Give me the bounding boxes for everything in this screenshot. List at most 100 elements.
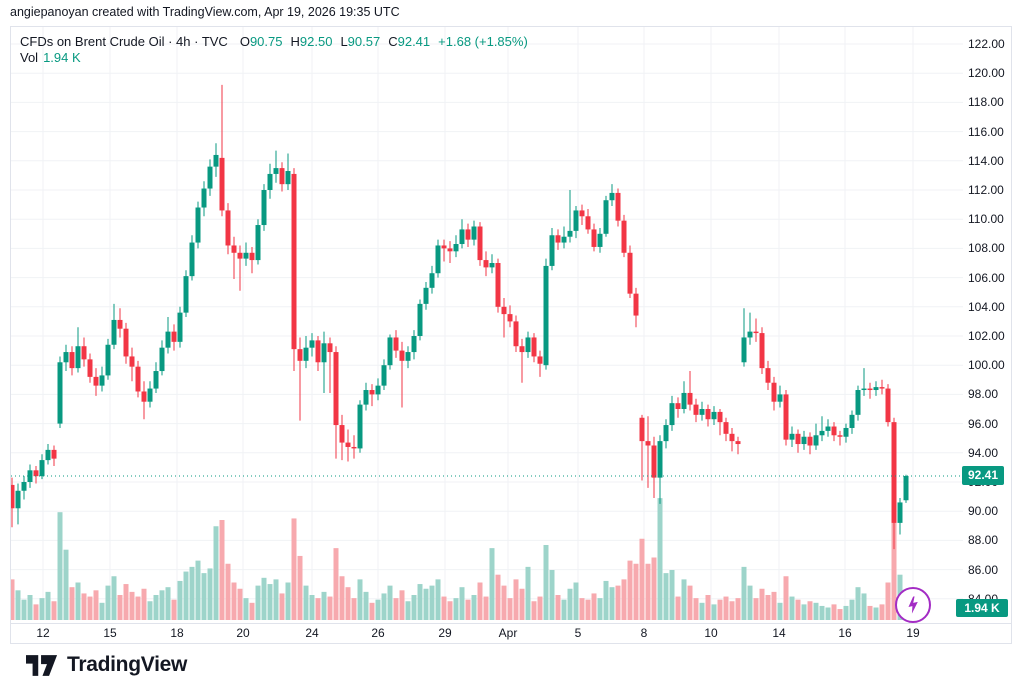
volume-bar <box>75 582 81 620</box>
volume-bar <box>777 602 783 620</box>
candle-body <box>717 411 723 423</box>
volume-bar <box>231 582 237 620</box>
candle-body <box>735 441 741 445</box>
volume-bar <box>711 604 717 620</box>
candle-body <box>471 226 477 240</box>
candle-body <box>309 340 315 348</box>
volume-bar <box>351 598 357 620</box>
current-price-label: 92.41 <box>962 466 1004 485</box>
volume-bar <box>447 601 453 620</box>
volume-bar <box>585 599 591 620</box>
volume-bar <box>495 574 501 620</box>
candle-body <box>861 388 867 391</box>
volume-bar <box>219 520 225 620</box>
volume-bar <box>741 566 747 620</box>
volume-bar <box>393 598 399 620</box>
volume-bar <box>147 601 153 620</box>
candle-body <box>441 245 447 249</box>
candle-body <box>495 263 501 307</box>
candle-body <box>111 319 117 345</box>
volume-bar <box>87 596 93 620</box>
volume-bar <box>243 598 249 620</box>
candle-body <box>219 157 225 211</box>
candle-body <box>171 331 177 342</box>
candle-body <box>333 352 339 426</box>
candle-body <box>555 235 561 243</box>
volume-bar <box>615 585 621 620</box>
candle-body <box>759 333 765 369</box>
volume-bar <box>63 549 69 620</box>
volume-bar <box>525 566 531 620</box>
candle-body <box>531 337 537 357</box>
flash-snapshot-button[interactable] <box>895 587 931 623</box>
volume-bar <box>123 584 129 620</box>
candle-body <box>105 344 111 376</box>
volume-bar <box>345 587 351 620</box>
volume-bar <box>177 580 183 620</box>
volume-bar <box>579 598 585 620</box>
candle-body <box>501 306 507 315</box>
candle-body <box>525 337 531 353</box>
candle-body <box>363 390 369 405</box>
volume-value: 1.94 K <box>43 50 81 65</box>
candle-body <box>129 356 135 367</box>
volume-bar <box>195 560 201 620</box>
volume-bar <box>813 602 819 620</box>
tradingview-logo[interactable]: TradingView <box>26 653 187 677</box>
volume-bar <box>489 548 495 620</box>
candle-body <box>261 190 267 226</box>
candle-body <box>687 392 693 405</box>
candle-body <box>321 343 327 363</box>
candle-body <box>867 388 873 391</box>
candle-body <box>11 484 15 509</box>
volume-bar <box>405 601 411 620</box>
volume-bar <box>819 605 825 620</box>
candle-body <box>231 245 237 253</box>
ohlc-open: O90.75 <box>239 34 283 49</box>
volume-bar <box>465 599 471 620</box>
ohlc-close: C92.41 <box>388 34 431 49</box>
volume-bar <box>699 602 705 620</box>
candle-body <box>573 210 579 231</box>
chart-svg <box>11 27 1011 624</box>
volume-bar <box>153 595 159 620</box>
volume-bar <box>507 598 513 620</box>
volume-bar <box>687 585 693 620</box>
volume-bar <box>477 582 483 620</box>
candle-body <box>57 362 63 424</box>
volume-bar <box>759 588 765 620</box>
volume-bar <box>429 585 435 620</box>
volume-bar <box>207 568 213 620</box>
volume-bar <box>369 602 375 620</box>
volume-bar <box>435 579 441 620</box>
candle-body <box>489 263 495 268</box>
volume-bar <box>705 595 711 620</box>
candle-body <box>447 248 453 252</box>
chart-widget: CFDs on Brent Crude Oil · 4h · TVC O90.7… <box>10 26 1012 644</box>
candle-body <box>225 210 231 246</box>
candle-body <box>165 331 171 348</box>
candle-body <box>879 387 885 389</box>
tradingview-logo-text: TradingView <box>67 653 188 676</box>
candle-body <box>873 387 879 391</box>
candle-body <box>891 422 897 523</box>
volume-bar <box>519 588 525 620</box>
volume-bar <box>141 588 147 620</box>
candle-body <box>297 349 303 361</box>
volume-bar <box>21 599 27 620</box>
candle-body <box>477 226 483 261</box>
candle-body <box>801 436 807 445</box>
volume-bar <box>411 595 417 620</box>
candle-body <box>561 236 567 243</box>
volume-bar <box>135 596 141 620</box>
candle-body <box>657 441 663 478</box>
volume-bar <box>633 563 639 620</box>
volume-bar <box>339 576 345 620</box>
candle-body <box>771 382 777 402</box>
candle-body <box>519 346 525 353</box>
volume-bar <box>309 595 315 620</box>
volume-bar <box>273 579 279 620</box>
volume-bar <box>867 605 873 620</box>
volume-bar <box>885 582 891 620</box>
volume-bar <box>213 526 219 620</box>
